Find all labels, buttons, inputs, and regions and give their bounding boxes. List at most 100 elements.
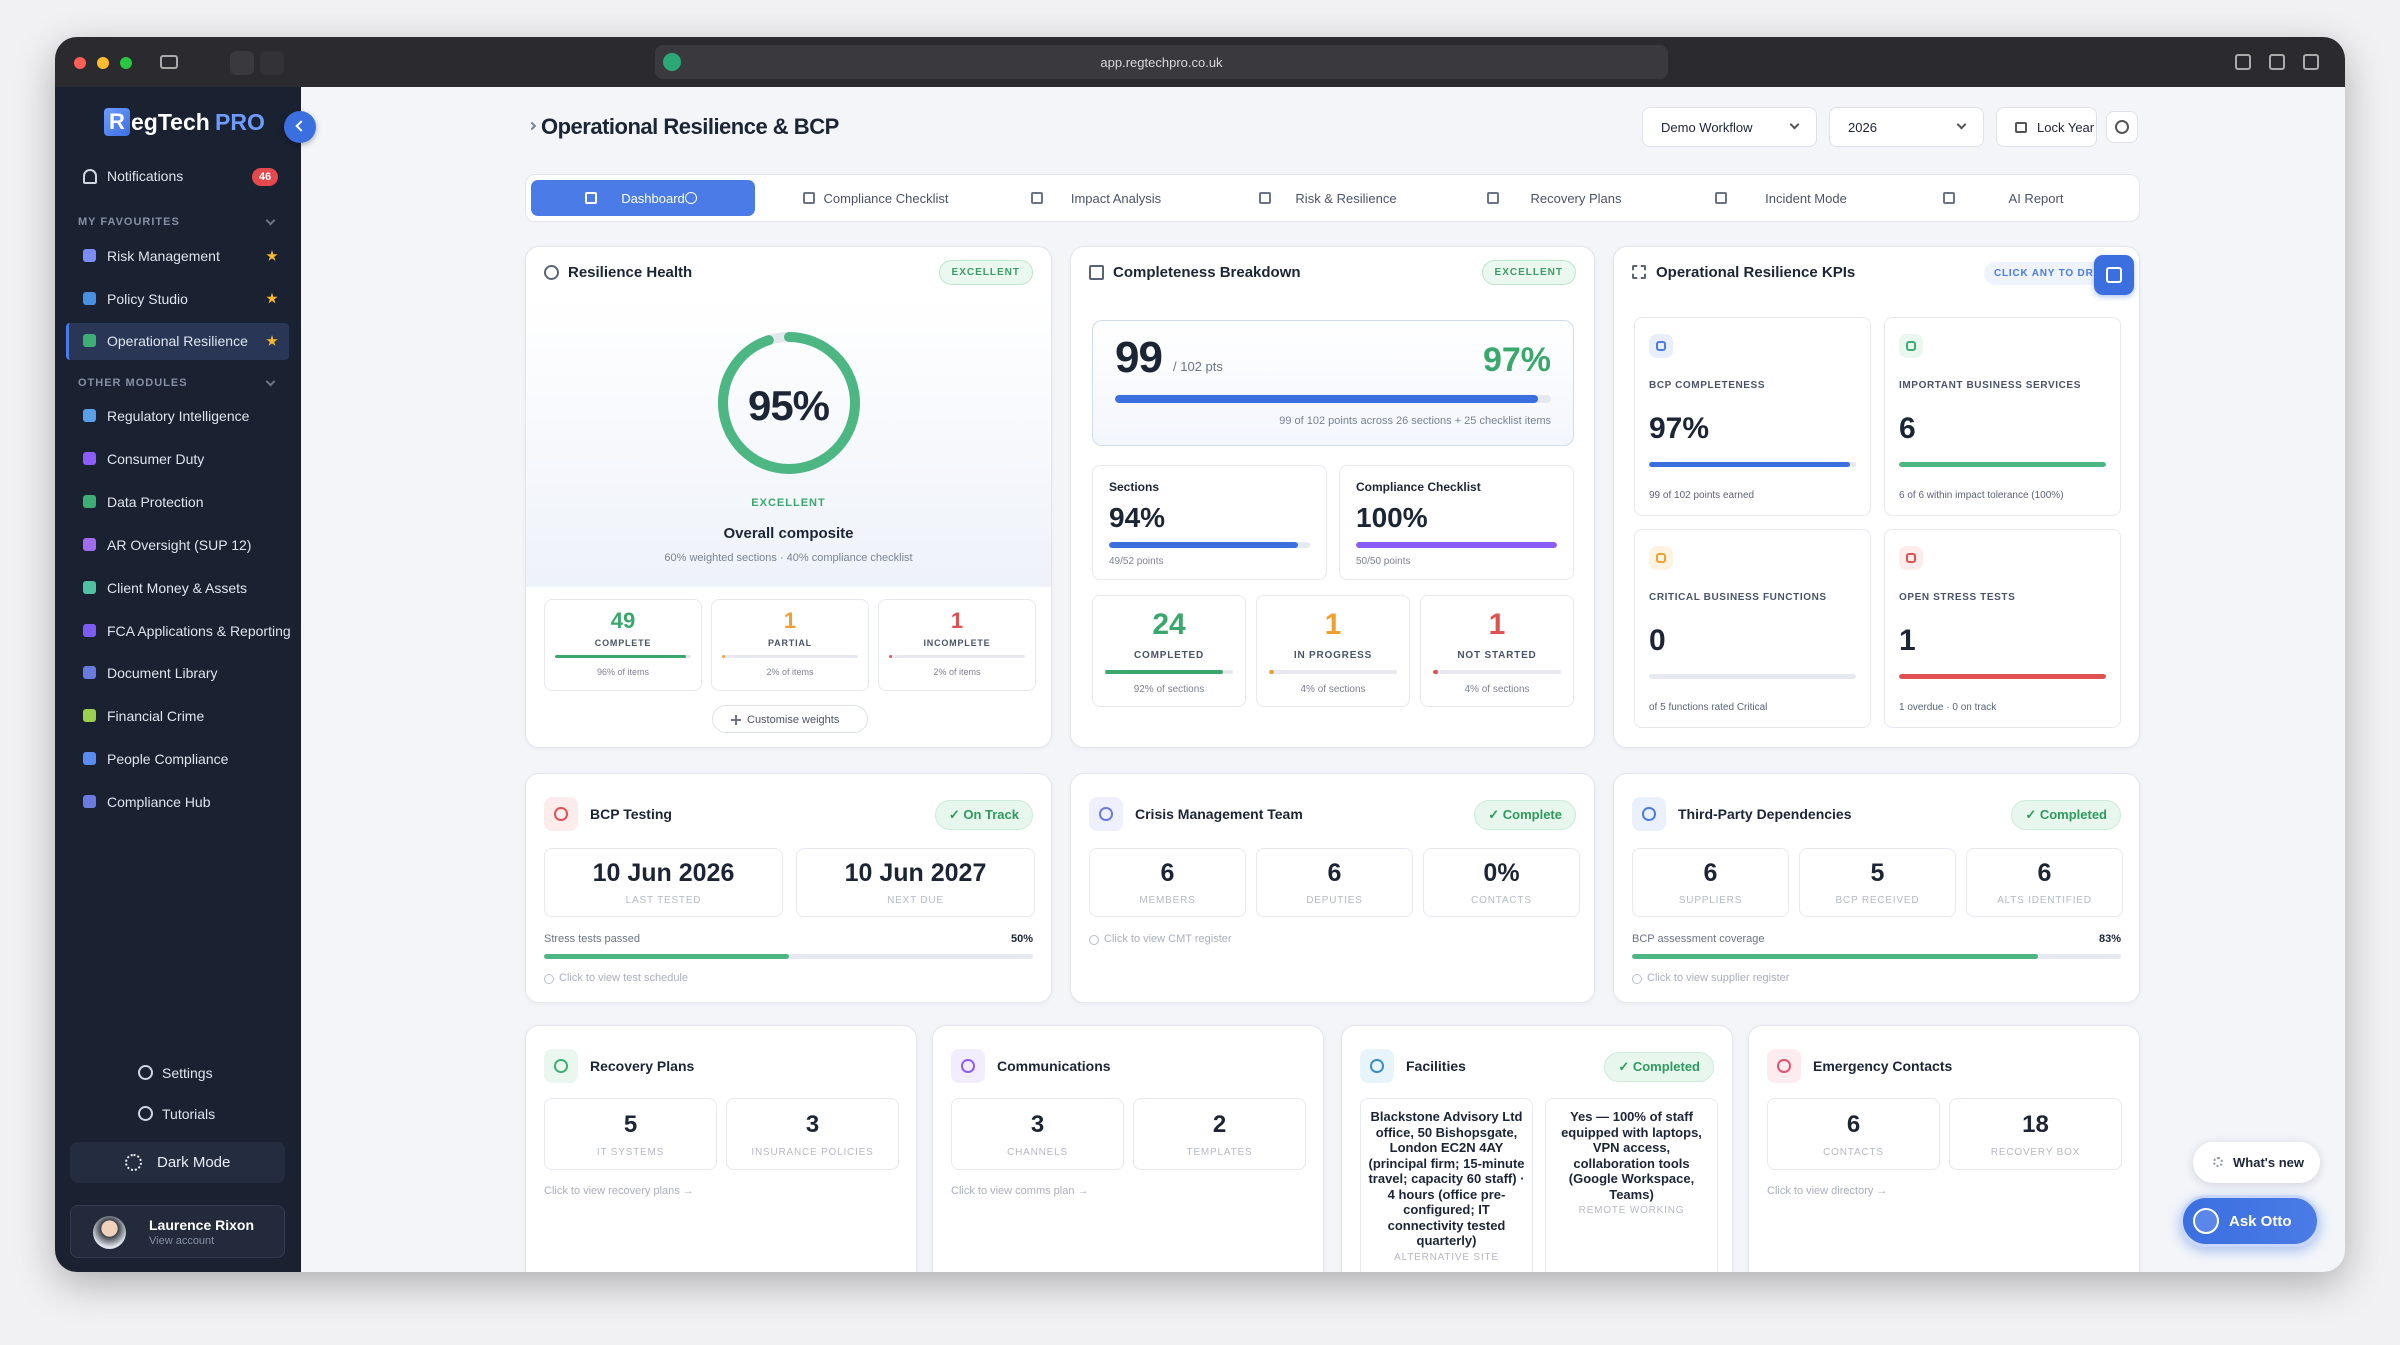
status-badge: EXCELLENT xyxy=(938,260,1033,285)
hero-background xyxy=(526,297,1051,587)
stat-value: 0% xyxy=(1483,859,1520,887)
sidebar-link[interactable]: Tutorials xyxy=(55,1104,301,1124)
progress-track xyxy=(1356,542,1557,548)
tab-icon xyxy=(1943,192,1955,204)
card-link[interactable]: Click to view recovery plans → xyxy=(544,1185,694,1197)
sidebar-item[interactable]: Risk Management xyxy=(107,248,220,264)
part-label: Sections xyxy=(1109,480,1160,494)
whats-new-label: What's new xyxy=(2233,1155,2304,1170)
button-label: Customise weights xyxy=(747,714,840,726)
icon-glyph xyxy=(554,807,568,821)
bell-icon xyxy=(83,169,97,184)
window-control[interactable] xyxy=(74,57,86,69)
sidebar-link[interactable]: Settings xyxy=(55,1063,301,1083)
sidebar-item[interactable]: Operational Resilience xyxy=(107,333,248,349)
card-link[interactable]: Click to view directory → xyxy=(1767,1185,1888,1197)
progress-track xyxy=(889,655,1025,658)
sidebar-item[interactable]: Client Money & Assets xyxy=(107,579,248,596)
customise-button[interactable]: Customise weights xyxy=(712,705,868,733)
plus-icon xyxy=(735,715,737,725)
module-icon xyxy=(83,451,96,465)
tab[interactable]: Impact Analysis xyxy=(991,180,1221,216)
window-control[interactable] xyxy=(120,57,132,69)
year-select-text: 2026 xyxy=(1848,120,1877,135)
tab[interactable]: Dashboard xyxy=(531,180,755,216)
stat-label: CONTACTS xyxy=(1823,1147,1884,1158)
part-sub: 49/52 points xyxy=(1109,556,1164,567)
nav-back[interactable] xyxy=(230,51,254,75)
sidebar-item[interactable]: People Compliance xyxy=(107,751,229,768)
year-select[interactable]: 2026 xyxy=(1829,107,1984,147)
stat-value: 3 xyxy=(1030,1111,1045,1138)
sidebar-item[interactable]: Financial Crime xyxy=(107,708,205,725)
kpi-value: 97% xyxy=(1649,412,1710,445)
user-card[interactable]: Laurence Rixon View account xyxy=(70,1205,285,1258)
sidebar-item[interactable]: Notifications xyxy=(107,168,184,184)
address-bar[interactable]: app.regtechpro.co.uk xyxy=(655,45,1668,79)
sidebar-item[interactable]: Consumer Duty xyxy=(107,450,205,467)
lock-year-button[interactable]: Lock Year xyxy=(1996,107,2097,147)
sidebar-toggle[interactable] xyxy=(160,55,178,69)
tab[interactable]: Compliance Checklist xyxy=(761,180,991,216)
stat-label: LAST TESTED xyxy=(625,895,702,906)
sidebar-link-text: Tutorials xyxy=(162,1106,216,1122)
sidebar-item[interactable]: Compliance Hub xyxy=(107,794,211,811)
sidebar-item[interactable]: Data Protection xyxy=(107,493,204,510)
stat-label: INSURANCE POLICIES xyxy=(751,1147,874,1158)
share[interactable] xyxy=(2235,54,2251,70)
tab[interactable]: Risk & Resilience xyxy=(1221,180,1451,216)
stat-label: ALTS IDENTIFIED xyxy=(1997,895,2092,906)
drill-hint: CLICK ANY TO DRILL xyxy=(1984,262,2121,285)
tab[interactable]: Incident Mode xyxy=(1681,180,1911,216)
ask-otto-button[interactable]: Ask Otto xyxy=(2180,1195,2320,1247)
tab[interactable]: AI Report xyxy=(1911,180,2141,216)
kpi-label: BCP COMPLETENESS xyxy=(1649,380,1766,391)
chevron[interactable] xyxy=(265,376,276,387)
sidebar-item[interactable]: FCA Applications & Reporting xyxy=(107,622,291,639)
progress-fill xyxy=(544,954,789,959)
module-icon xyxy=(83,795,96,809)
kpi-box[interactable]: OPEN STRESS TESTS 1 1 overdue · 0 on track xyxy=(1884,529,2121,728)
part-label: Compliance Checklist xyxy=(1356,480,1481,494)
history-button[interactable] xyxy=(2106,111,2138,143)
new-tab[interactable] xyxy=(2269,54,2285,70)
kpi-box[interactable]: CRITICAL BUSINESS FUNCTIONS 0 of 5 functio… xyxy=(1634,529,1871,728)
part-box: Sections 94% 49/52 points xyxy=(1092,465,1327,580)
kpi-sub: of 5 functions rated Critical xyxy=(1649,702,1768,713)
note: 60% weighted sections · 40% compliance c… xyxy=(664,552,913,564)
metric-label: Stress tests passed xyxy=(544,933,640,945)
card-link[interactable]: Click to view test schedule xyxy=(544,972,688,984)
crisis-team-card: Crisis Management Team Complete 6 MEMBERS 6 D… xyxy=(1070,773,1595,1003)
kpi-box[interactable]: BCP COMPLETENESS 97% 99 of 102 points earn… xyxy=(1634,317,1871,516)
sidebar-item[interactable]: Document Library xyxy=(107,665,218,682)
workflow-select[interactable]: Demo Workflow xyxy=(1642,107,1817,147)
stat-box: 6 ALTS IDENTIFIED xyxy=(1966,848,2123,917)
drill-button[interactable] xyxy=(2094,255,2134,295)
card-link[interactable]: Click to view supplier register xyxy=(1632,972,1789,984)
dark-mode-toggle[interactable]: Dark Mode xyxy=(70,1142,285,1183)
collapse-sidebar[interactable] xyxy=(284,111,316,143)
sidebar-item[interactable]: Policy Studio xyxy=(107,290,188,307)
kpi-box[interactable]: IMPORTANT BUSINESS SERVICES 6 6 of 6 withi… xyxy=(1884,317,2121,516)
logo-accent: PRO xyxy=(215,109,265,135)
stat-box: 49 COMPLETE 96% of items xyxy=(544,599,702,691)
tab[interactable]: Recovery Plans xyxy=(1451,180,1681,216)
stat-label: RECOVERY BOX xyxy=(1990,1147,2081,1158)
icon xyxy=(1899,334,1923,358)
nav-forward[interactable] xyxy=(260,51,284,75)
stat-label: CONTACTS xyxy=(1471,895,1532,906)
card-link[interactable]: Click to view comms plan → xyxy=(951,1185,1089,1197)
icon-glyph xyxy=(554,1059,568,1073)
window-control[interactable] xyxy=(97,57,109,69)
card-link[interactable]: Click to view CMT register xyxy=(1089,933,1232,945)
sidebar-item[interactable]: Regulatory Intelligence xyxy=(107,408,250,424)
stat-box: 18 RECOVERY BOX xyxy=(1949,1098,2122,1170)
stat-box: 10 Jun 2026 LAST TESTED xyxy=(544,848,783,917)
chevron[interactable] xyxy=(265,215,276,226)
icon-glyph xyxy=(1906,553,1916,563)
whats-new-button[interactable]: What's new xyxy=(2193,1142,2320,1183)
tab-overview[interactable] xyxy=(2303,54,2319,70)
sidebar-item[interactable]: AR Oversight (SUP 12) xyxy=(107,536,252,553)
